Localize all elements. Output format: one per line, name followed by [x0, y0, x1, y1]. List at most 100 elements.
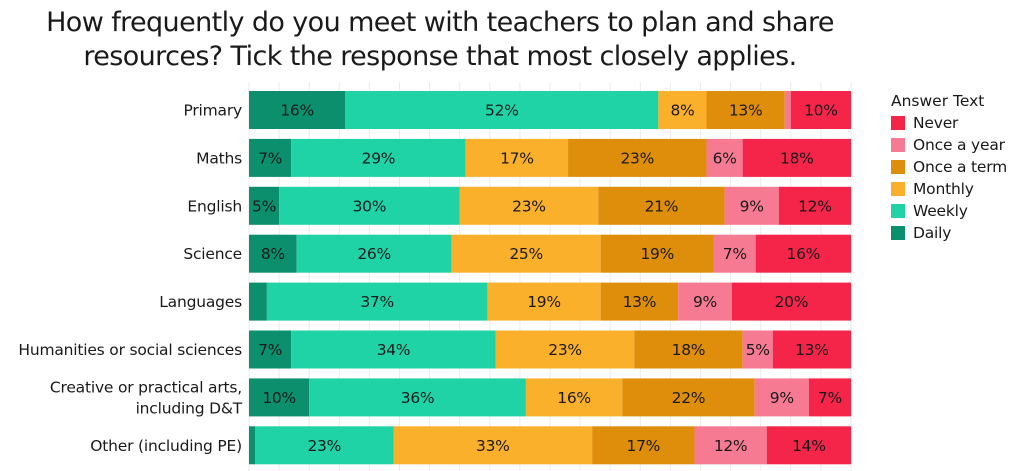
legend-swatch: [891, 226, 905, 240]
category-label: Maths: [196, 149, 242, 167]
bar-segment: [249, 330, 292, 369]
data-label: 16%: [787, 245, 821, 263]
bar-segment: [266, 282, 488, 321]
bar-segment: [393, 426, 593, 465]
data-label: 8%: [261, 245, 285, 263]
bar-segment: [755, 234, 851, 273]
bar-segment: [772, 330, 851, 369]
bar-segment: [345, 91, 659, 129]
data-label: 30%: [353, 197, 387, 215]
data-label: 5%: [746, 341, 770, 359]
data-label: 25%: [509, 245, 543, 263]
category-label: Languages: [159, 293, 242, 311]
legend-item: Monthly: [891, 178, 1007, 200]
legend-label: Weekly: [913, 202, 968, 220]
chart-title-line-1: How frequently do you meet with teachers…: [46, 7, 834, 38]
legend-swatch: [891, 138, 905, 152]
data-label: 17%: [500, 149, 534, 167]
bar-segment: [754, 378, 809, 417]
bar-segment: [808, 378, 851, 417]
legend-label: Never: [913, 114, 959, 132]
legend-swatch: [891, 160, 905, 174]
chart-legend: Answer Text Never Once a year Once a term M…: [891, 91, 1007, 244]
bar-segment: [495, 330, 635, 369]
chart-title-line-2: resources? Tick the response that most c…: [83, 41, 797, 72]
bar-segment: [249, 282, 267, 321]
bar-segment: [598, 186, 725, 225]
legend-items: Never Once a year Once a term Monthly Weekly…: [891, 112, 1007, 244]
legend-label: Once a year: [913, 136, 1005, 154]
data-label: 12%: [798, 197, 832, 215]
category-label: Other (including PE): [90, 437, 242, 455]
legend-item: Daily: [891, 222, 1007, 244]
legend-item: Never: [891, 112, 1007, 134]
data-label: 10%: [804, 102, 838, 120]
bar-segment: [291, 330, 496, 369]
data-label: 14%: [792, 437, 826, 455]
bar-segment: [778, 186, 851, 225]
bar-segment: [731, 282, 851, 321]
data-label: 17%: [627, 437, 661, 455]
data-label: 9%: [740, 197, 764, 215]
data-label: 19%: [527, 293, 561, 311]
legend-swatch: [891, 116, 905, 130]
bar-segment: [255, 426, 394, 465]
bar-segment: [600, 234, 714, 273]
data-label: 13%: [729, 102, 763, 120]
data-label: 7%: [258, 341, 282, 359]
data-label: 23%: [512, 197, 546, 215]
bar-segment: [724, 186, 779, 225]
bar-segment: [249, 91, 346, 129]
bar-segment: [451, 234, 601, 273]
bar-segment: [568, 138, 707, 177]
data-label: 9%: [770, 389, 794, 407]
data-label: 18%: [780, 149, 814, 167]
legend-title: Answer Text: [891, 92, 985, 110]
legend-label: Daily: [913, 224, 952, 242]
data-label: 23%: [621, 149, 655, 167]
bar-segment: [279, 186, 460, 225]
data-label: 8%: [670, 102, 694, 120]
bar-segment: [600, 282, 679, 321]
bar-segment: [249, 426, 256, 465]
legend-label: Once a term: [913, 158, 1008, 176]
data-label: 20%: [775, 293, 809, 311]
bar-segment: [525, 378, 623, 417]
data-label: 33%: [476, 437, 510, 455]
legend-item: Once a year: [891, 134, 1007, 156]
data-label: 37%: [360, 293, 394, 311]
data-label: 7%: [258, 149, 282, 167]
bar-segment: [766, 426, 851, 465]
bar-segment: [249, 378, 310, 417]
data-label: 5%: [252, 197, 276, 215]
legend-swatch: [891, 204, 905, 218]
category-label: Humanities or social sciences: [18, 341, 242, 359]
legend-item: Weekly: [891, 200, 1007, 222]
category-label: English: [187, 197, 242, 215]
data-label: 21%: [645, 197, 679, 215]
bar-segment: [784, 91, 791, 129]
chart-title: How frequently do you meet with teachers…: [0, 6, 880, 74]
bar-segment: [249, 138, 292, 177]
data-label: 16%: [280, 102, 314, 120]
bar-segment: [622, 378, 755, 417]
legend-item: Once a term: [891, 156, 1007, 178]
bar-segment: [742, 138, 851, 177]
legend-label: Monthly: [913, 180, 974, 198]
bar-segment: [742, 330, 773, 369]
category-label: Science: [183, 245, 242, 263]
bar-segment: [465, 138, 569, 177]
data-label: 16%: [557, 389, 591, 407]
data-label: 19%: [641, 245, 675, 263]
data-labels: 16% 52% 8% 13% 10% 7% 29% 17% 23% 6% 18% 5% 30% 23% 21…: [252, 102, 842, 455]
bar-segment: [291, 138, 466, 177]
data-label: 29%: [362, 149, 396, 167]
bar-segment: [713, 234, 756, 273]
data-label: 23%: [307, 437, 341, 455]
bar-segment: [658, 91, 707, 129]
data-label: 6%: [713, 149, 737, 167]
bar-segment: [487, 282, 601, 321]
data-label: 9%: [693, 293, 717, 311]
data-label: 13%: [795, 341, 829, 359]
